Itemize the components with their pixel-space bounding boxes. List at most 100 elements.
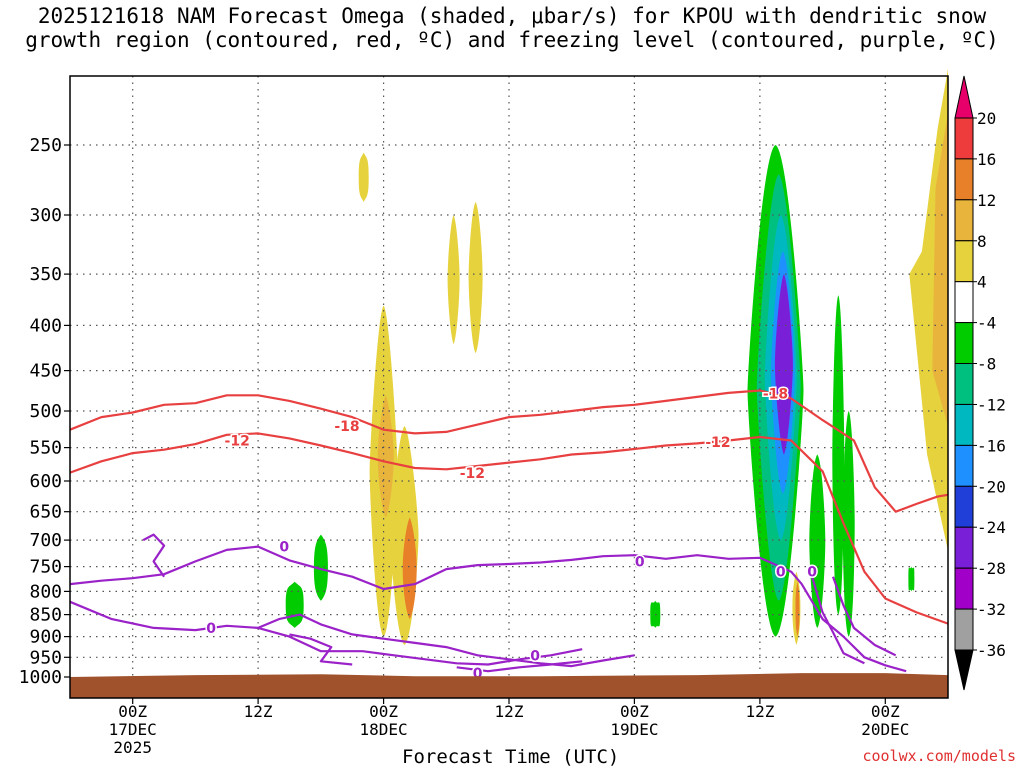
x-axis-title: Forecast Time (UTC) xyxy=(402,746,620,768)
omega-sink-gold xyxy=(377,395,394,518)
omega-sink-orange-low xyxy=(795,581,800,637)
contour-label-6: 0 xyxy=(206,621,216,637)
colorbar-label-5: -4 xyxy=(977,314,996,333)
x-tick-label-0: 00Z xyxy=(118,702,147,721)
colorbar-label-4: 4 xyxy=(977,273,987,292)
freezing-segment-3 xyxy=(289,633,353,666)
colorbar-box-11 xyxy=(954,567,974,610)
y-tick-label-500: 500 xyxy=(29,401,62,422)
omega-green-dot-2 xyxy=(908,566,915,592)
colorbar-box-1 xyxy=(954,158,974,201)
colorbar-label-3: 8 xyxy=(977,232,987,251)
contour-2 xyxy=(69,545,907,673)
omega-green-lower-2 xyxy=(842,411,855,637)
x-tick-label-3: 12Z xyxy=(495,702,524,721)
x-tick-label-4: 00Z xyxy=(620,702,649,721)
colorbar-label-6: -8 xyxy=(977,355,996,374)
freezing-segment-2 xyxy=(142,533,166,578)
terrain-fill xyxy=(70,673,948,698)
x-tick-date-4: 19DEC xyxy=(610,720,658,739)
y-tick-label-900: 900 xyxy=(29,627,62,648)
y-tick-label-250: 250 xyxy=(29,135,62,156)
y-tick-label-300: 300 xyxy=(29,205,62,226)
colorbar-box-10 xyxy=(954,526,974,569)
axes: 2503003504004505005506006507007508008509… xyxy=(19,75,949,757)
freezing-segment-6 xyxy=(831,576,897,657)
contour-0 xyxy=(69,389,949,513)
contour-label-5: 0 xyxy=(279,540,289,556)
omega-sink-yellow-top xyxy=(358,152,369,202)
y-tick-label-700: 700 xyxy=(29,530,62,551)
omega-green-streak xyxy=(832,295,845,615)
colorbar-box-4 xyxy=(954,281,974,324)
freezing-segment-4 xyxy=(456,660,583,673)
y-tick-label-650: 650 xyxy=(29,502,62,523)
y-tick-label-950: 950 xyxy=(29,647,62,668)
title-line-1: 2025121618 NAM Forecast Omega (shaded, μ… xyxy=(37,4,987,28)
y-tick-label-550: 550 xyxy=(29,438,62,459)
credit-text: coolwx.com/models xyxy=(862,747,1016,765)
contour-label-4: -18 xyxy=(763,387,788,403)
contour-label-11: 0 xyxy=(807,565,817,581)
x-tick-label-5: 12Z xyxy=(745,702,774,721)
x-tick-label-2: 00Z xyxy=(369,702,398,721)
colorbar-label-8: -16 xyxy=(977,436,1006,455)
contour-label-2: -12 xyxy=(460,466,485,482)
contour-label-0: -18 xyxy=(334,419,359,435)
y-tick-label-450: 450 xyxy=(29,361,62,382)
colorbar-label-13: -36 xyxy=(977,641,1006,660)
omega-sink-yellow-top-2 xyxy=(468,202,483,354)
freezing-segment-0 xyxy=(69,600,583,666)
colorbar-box-2 xyxy=(954,199,974,242)
y-tick-label-850: 850 xyxy=(29,605,62,626)
colorbar-label-11: -28 xyxy=(977,559,1006,578)
omega-green-small-2 xyxy=(285,581,304,628)
y-tick-label-350: 350 xyxy=(29,264,62,285)
colorbar-box-7 xyxy=(954,404,974,446)
colorbar-box-3 xyxy=(954,240,974,283)
freezing-segment-1 xyxy=(257,613,635,668)
colorbar-box-8 xyxy=(954,444,974,487)
omega-green-small xyxy=(313,534,328,601)
x-tick-year-0: 2025 xyxy=(113,738,152,757)
contour-1 xyxy=(69,432,949,625)
contour-label-7: 0 xyxy=(635,554,645,570)
freezing-segment-5 xyxy=(811,576,865,665)
colorbar-box-5 xyxy=(954,322,974,365)
x-tick-date-0: 17DEC xyxy=(109,720,157,739)
omega-sink-edge-gold xyxy=(932,113,948,427)
colorbar-label-7: -12 xyxy=(977,396,1006,415)
y-tick-label-800: 800 xyxy=(29,581,62,602)
contour-label-1: -12 xyxy=(225,434,250,450)
colorbar-label-2: 12 xyxy=(977,191,996,210)
contour-lines xyxy=(69,389,949,673)
colorbar-box-6 xyxy=(954,363,974,405)
contour-label-3: -12 xyxy=(705,435,730,451)
y-tick-label-1000: 1000 xyxy=(19,667,62,688)
contour-label-8: 0 xyxy=(530,648,540,664)
omega-sink-yellow-top-3 xyxy=(447,215,460,345)
x-tick-label-1: 12Z xyxy=(244,702,273,721)
omega-sink-orange xyxy=(402,517,417,620)
x-tick-date-2: 18DEC xyxy=(360,720,408,739)
omega-shading xyxy=(285,68,948,645)
terrain xyxy=(70,673,948,698)
colorbar-label-10: -24 xyxy=(977,518,1006,537)
y-tick-label-400: 400 xyxy=(29,315,62,336)
contour-label-10: 0 xyxy=(776,565,786,581)
x-tick-date-6: 20DEC xyxy=(861,720,909,739)
colorbar-label-1: 16 xyxy=(977,150,996,169)
x-tick-label-6: 00Z xyxy=(871,702,900,721)
colorbar-top-arrow xyxy=(954,75,974,119)
chart-title: 2025121618 NAM Forecast Omega (shaded, μ… xyxy=(0,4,1024,52)
omega-core-purple xyxy=(774,274,793,455)
y-tick-label-750: 750 xyxy=(29,557,62,578)
colorbar-box-0 xyxy=(954,117,974,160)
colorbar: 20 16 12 8 4 -4 -8 -12 -16 -20 -24 -28 -32 -36 xyxy=(954,75,1006,691)
title-line-2: growth region (contoured, red, ºC) and f… xyxy=(25,28,999,52)
colorbar-label-12: -32 xyxy=(977,600,1006,619)
colorbar-bottom-arrow xyxy=(954,649,974,691)
colorbar-box-9 xyxy=(954,485,974,528)
